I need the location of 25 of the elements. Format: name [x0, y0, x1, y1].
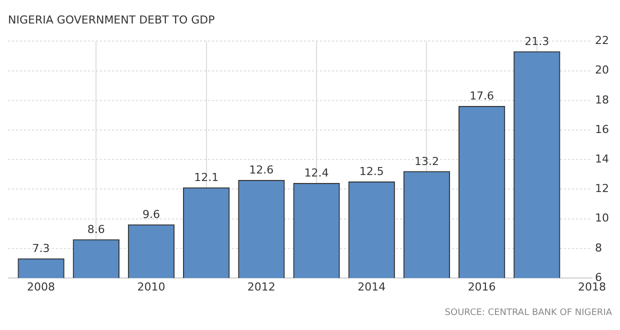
- source-note: SOURCE: CENTRAL BANK OF NIGERIA: [444, 308, 613, 318]
- data-label: 8.6: [87, 222, 105, 236]
- y-tick-label: 16: [595, 122, 610, 136]
- x-tick-label: 2008: [27, 280, 56, 294]
- x-tick-label: 2014: [358, 280, 386, 294]
- data-label: 21.3: [524, 34, 550, 48]
- y-tick-label: 20: [595, 64, 610, 77]
- x-tick-label: 2016: [468, 280, 496, 294]
- x-tick-label: 2010: [137, 280, 166, 294]
- data-label: 12.5: [359, 165, 384, 178]
- data-label: 13.2: [414, 154, 439, 168]
- y-tick-label: 8: [595, 241, 602, 254]
- y-tick-label: 22: [595, 34, 610, 48]
- chart-title: NIGERIA GOVERNMENT DEBT TO GDP: [8, 13, 216, 26]
- y-tick-label: 14: [595, 152, 610, 166]
- data-label: 9.6: [142, 208, 160, 222]
- y-tick-label: 10: [595, 212, 610, 225]
- data-label: 12.6: [249, 164, 274, 177]
- data-label: 17.6: [470, 90, 494, 103]
- data-label: 12.1: [194, 171, 219, 184]
- x-tick-label: 2012: [247, 280, 276, 294]
- data-label: 7.3: [32, 242, 50, 256]
- y-tick-label: 12: [595, 182, 610, 196]
- data-label: 12.4: [304, 166, 329, 180]
- y-tick-label: 18: [595, 93, 610, 106]
